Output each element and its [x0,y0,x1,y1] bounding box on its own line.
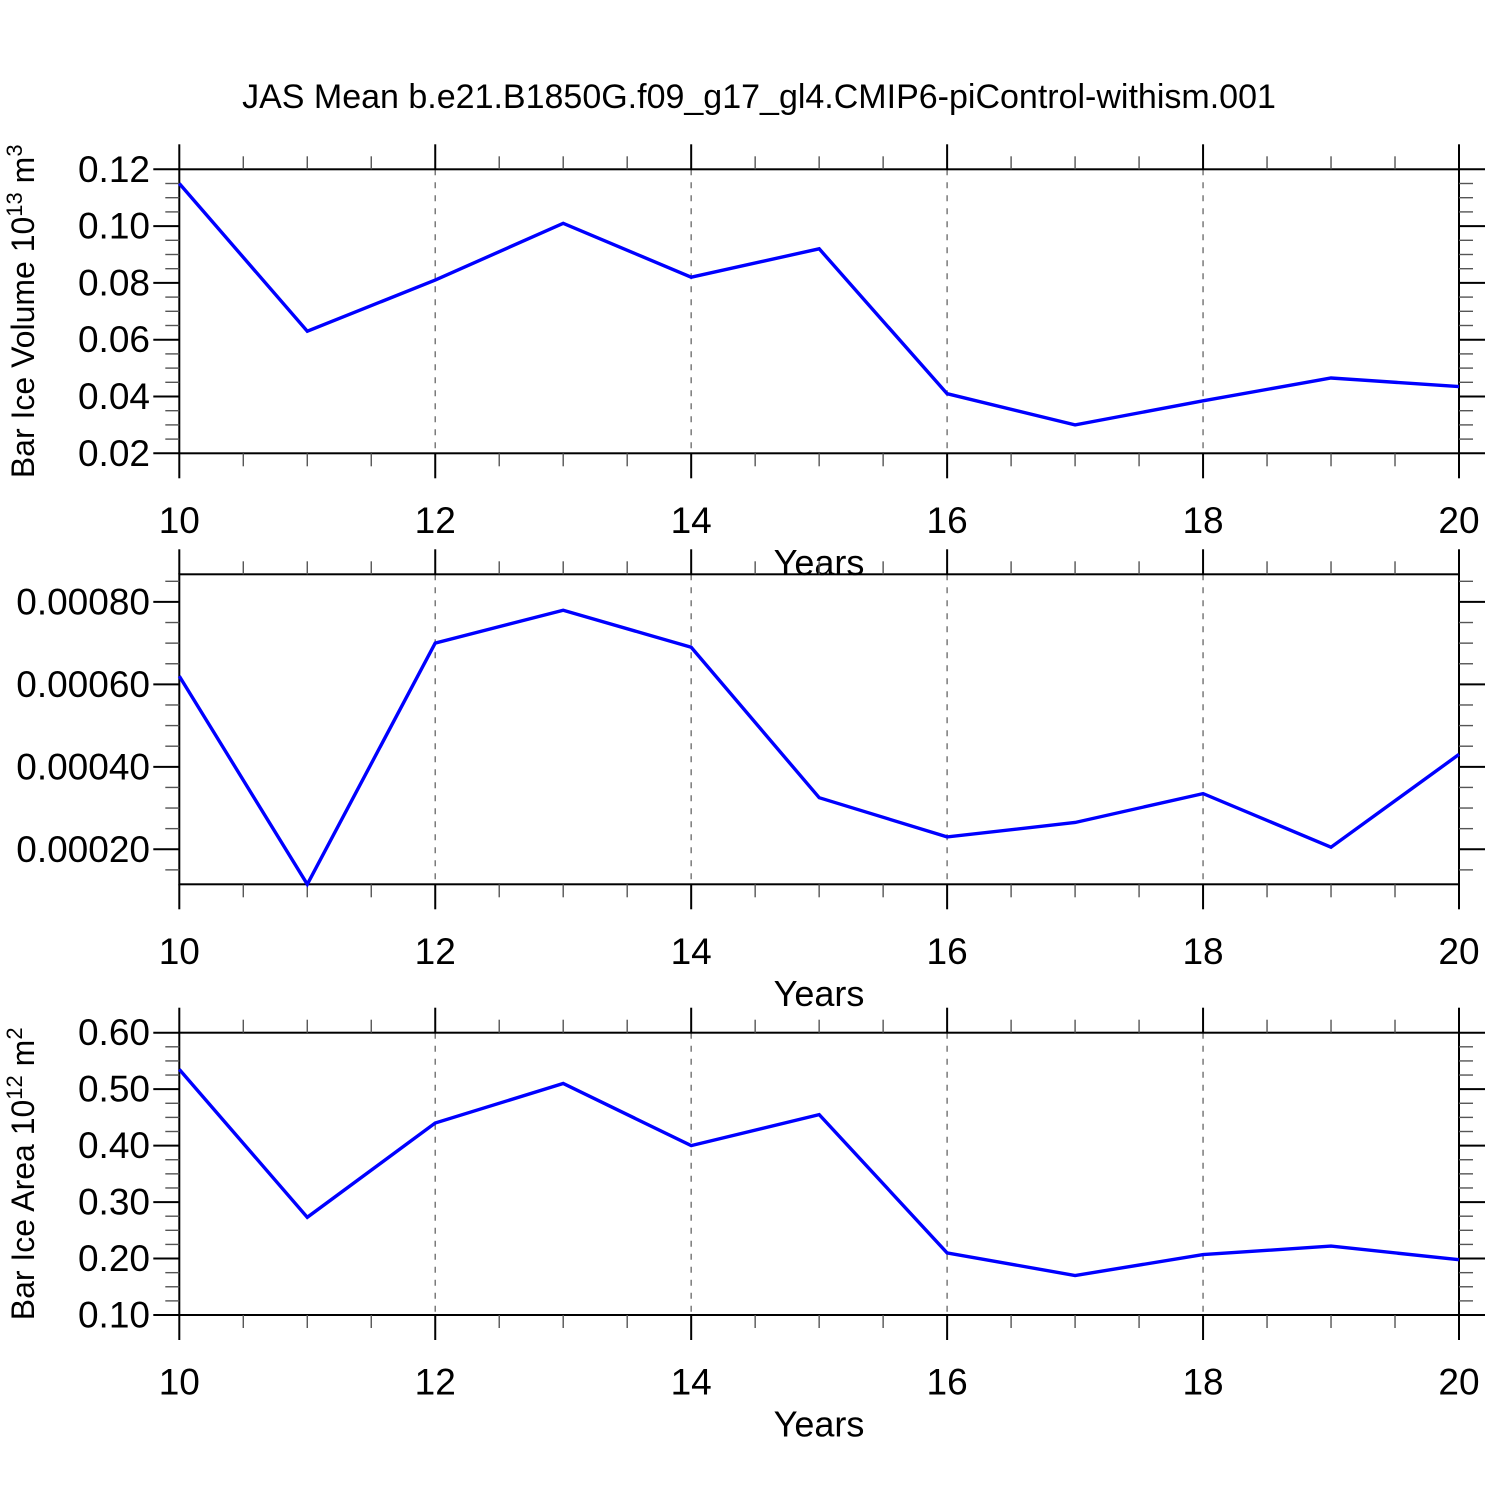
figure-title: JAS Mean b.e21.B1850G.f09_g17_gl4.CMIP6-… [242,78,1276,116]
y-tick-label: 0.04 [78,376,150,417]
x-tick-label: 10 [159,931,200,972]
y-tick-label: 0.10 [78,1295,150,1336]
panel-1: 10 12 14 16 18 200.020.040.060.080.100.12Year… [2,144,1485,583]
x-tick-label: 20 [1438,931,1479,972]
x-tick-label: 16 [927,931,968,972]
gridlines [434,1032,1204,1315]
y-axis-title: Bar Ice Area 1012 m2 [2,1027,41,1320]
y-tick-label: 0.50 [78,1069,150,1110]
data-line [178,1068,1460,1278]
panel-2: 10 12 14 16 18 20 0.00020 0.00040 0.00060 0.00080… [16,549,1485,1014]
x-tick-label: 12 [415,500,456,541]
y-tick-label: 0.40 [78,1125,150,1166]
gridlines [434,169,1204,454]
x-tick-label: 20 [1438,500,1479,541]
x-tick-label: 16 [927,500,968,541]
x-tick-label: 20 [1438,1362,1479,1403]
x-tick-label: 18 [1182,500,1223,541]
y-tick-label: 0.00060 [16,664,150,705]
y-tick-label: 0.02 [78,433,150,474]
data-line [177,608,1460,888]
x-axis-title: Years [774,973,865,1014]
y-tick-label: 0.00040 [16,746,150,787]
y-axis-title: Bar Ice Volume 1013 m3 [2,144,41,478]
x-tick-label: 12 [415,1362,456,1403]
x-tick-label: 18 [1182,1362,1223,1403]
plot-box [178,168,1460,455]
x-tick-label: 14 [671,931,712,972]
x-axis-title: Years [774,1404,865,1445]
y-tick-label: 0.20 [78,1238,150,1279]
y-tick-label: 0.10 [78,206,150,247]
y-tick-label: 0.06 [78,319,150,360]
x-tick-label: 14 [671,500,712,541]
plot-box [178,1031,1460,1316]
gridlines [434,574,1204,885]
x-tick-label: 10 [159,500,200,541]
x-tick-label: 12 [415,931,456,972]
y-tick-label: 0.08 [78,262,150,303]
x-tick-label: 16 [927,1362,968,1403]
y-tick-label: 0.60 [78,1012,150,1053]
x-tick-label: 14 [671,1362,712,1403]
y-tick-label: 0.12 [78,149,150,190]
data-line [178,182,1460,427]
y-tick-label: 0.00020 [16,829,150,870]
panel-3: 10 12 14 16 18 20 0.10 0.20 0.30 0.40 0.50 0.60 Year… [2,1007,1485,1445]
y-tick-label: 0.30 [78,1182,150,1223]
x-tick-label: 18 [1182,931,1223,972]
plot-box [178,573,1460,886]
x-tick-label: 10 [159,1362,200,1403]
y-tick-label: 0.00080 [16,581,150,622]
